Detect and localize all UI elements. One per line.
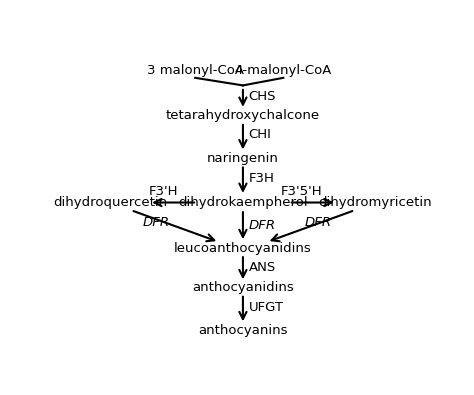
Text: CHS: CHS [248, 90, 276, 103]
Text: tetarahydroxychalcone: tetarahydroxychalcone [166, 109, 320, 122]
Text: CHI: CHI [248, 128, 271, 141]
Text: UFGT: UFGT [248, 301, 283, 314]
Text: 3 malonyl-CoA: 3 malonyl-CoA [146, 64, 244, 77]
Text: anthocyanins: anthocyanins [198, 324, 288, 337]
Text: F3H: F3H [248, 172, 274, 185]
Text: 4-malonyl-CoA: 4-malonyl-CoA [235, 64, 332, 77]
Text: naringenin: naringenin [207, 152, 279, 165]
Text: F3'5'H: F3'5'H [281, 185, 322, 198]
Text: DFR: DFR [305, 216, 332, 229]
Text: anthocyanidins: anthocyanidins [192, 281, 294, 294]
Text: ANS: ANS [248, 261, 276, 275]
Text: DFR: DFR [143, 216, 170, 229]
Text: dihydromyricetin: dihydromyricetin [319, 196, 432, 209]
Text: leucoanthocyanidins: leucoanthocyanidins [174, 242, 312, 255]
Text: DFR: DFR [248, 219, 275, 232]
Text: dihydroquercetin: dihydroquercetin [54, 196, 168, 209]
Text: F3'H: F3'H [149, 185, 179, 198]
Text: dihydrokaempherol: dihydrokaempherol [178, 196, 308, 209]
